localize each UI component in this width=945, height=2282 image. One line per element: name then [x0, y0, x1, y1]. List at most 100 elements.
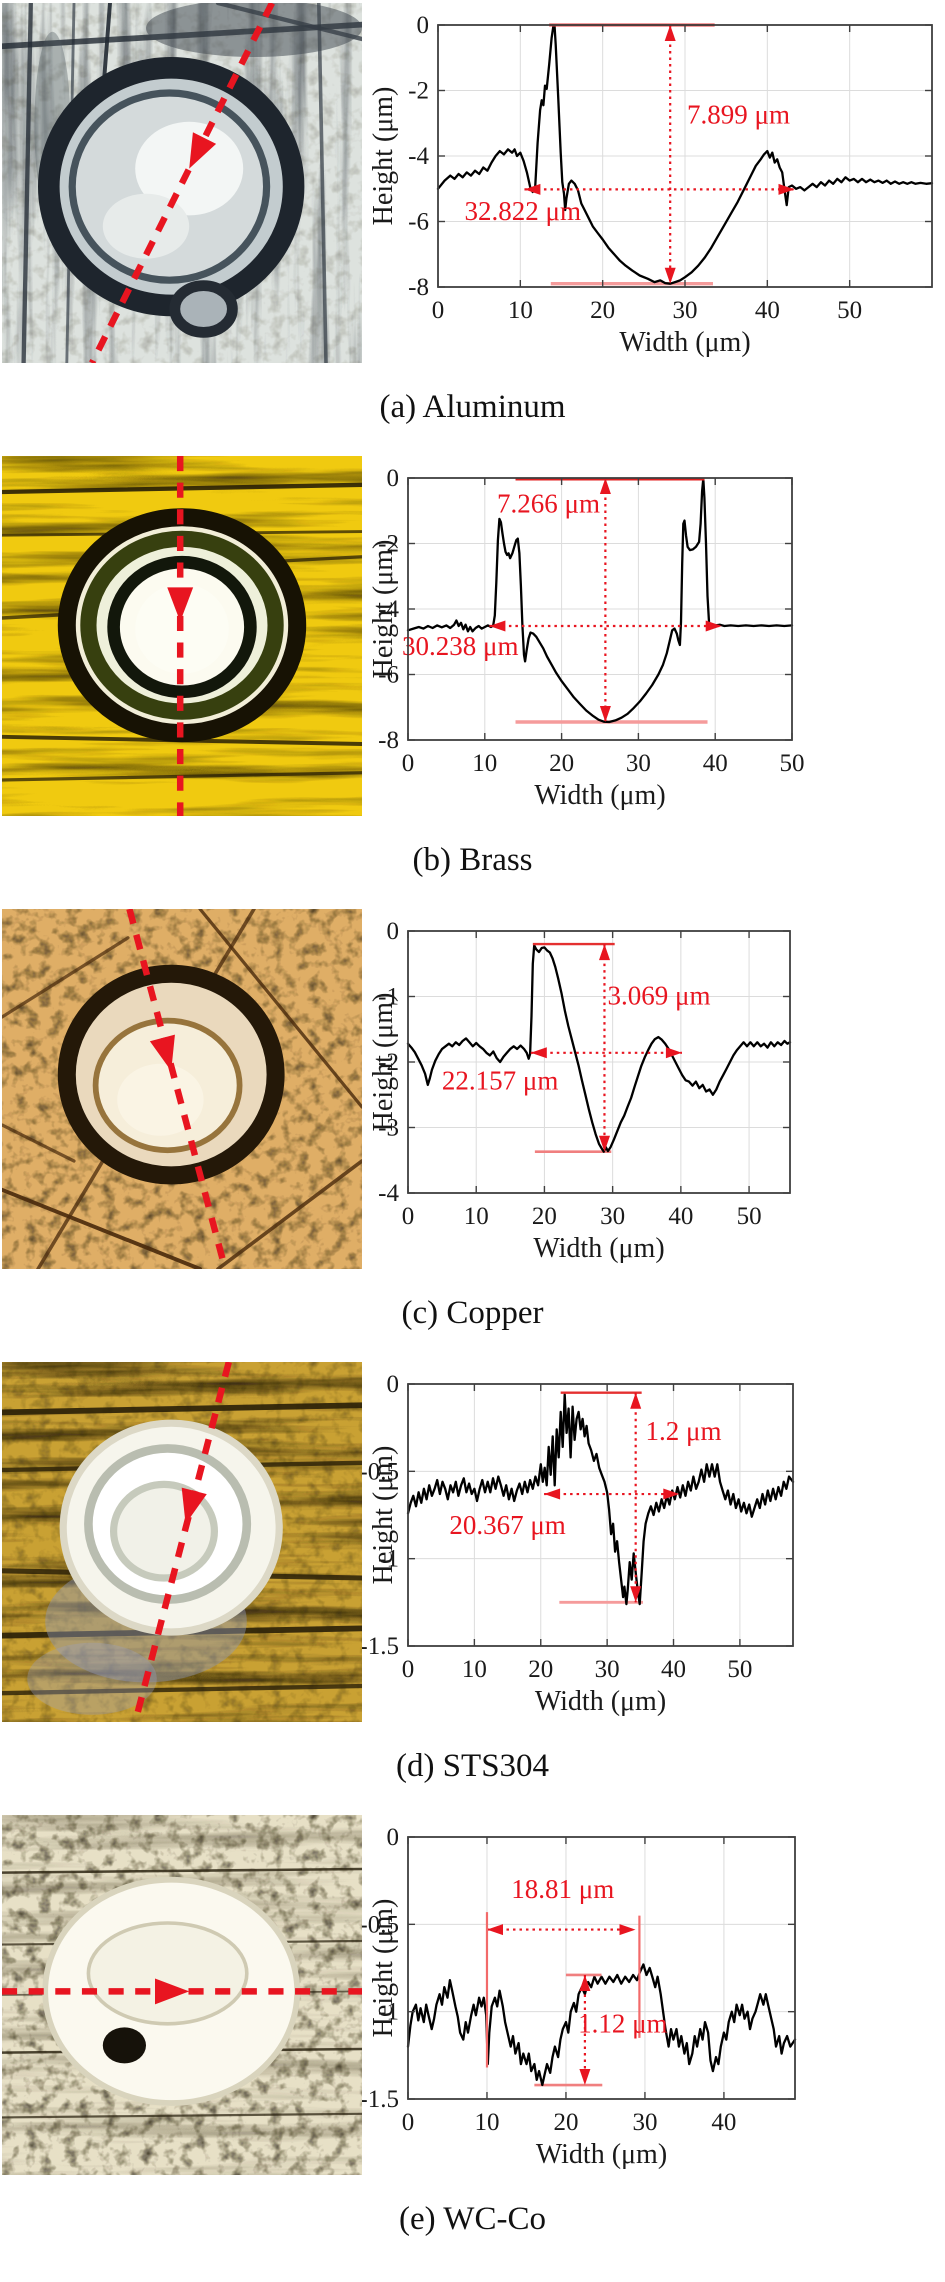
scan-arrow-icon [189, 132, 217, 169]
surface-scratch [2, 2112, 362, 2119]
y-tick-label: -0.5 [362, 1458, 399, 1485]
figure-page: 7.899 μm 32.822 μm 0 10 20 30 40 50 0 -2 -4 -6 -8 Wid… [0, 3, 945, 2236]
crater-feature [27, 1642, 157, 1715]
panel-wc-co: 1.12 μm 18.81 μm 0 10 20 30 40 0 -0.5 -1 -1.5 Width… [0, 1815, 945, 2177]
depth-measurement-label: 7.266 μm [497, 488, 600, 518]
scan-arrow-icon [167, 587, 194, 622]
y-axis-label: Height (μm) [368, 87, 399, 226]
x-tick-label: 20 [553, 2109, 578, 2136]
y-axis-label: Height (μm) [368, 1446, 399, 1585]
surface-scratch [21, 3, 33, 363]
x-tick-label: 20 [528, 1656, 553, 1683]
arrowhead-icon [619, 1924, 636, 1936]
plot-border [407, 1836, 796, 2100]
x-tick-label: 10 [472, 750, 497, 777]
height-profile-line [406, 944, 792, 1153]
y-tick-label: 0 [387, 918, 400, 945]
panel-sts304: 1.2 μm 20.367 μm 0 10 20 30 40 50 0 -0.5 -1 -1.5 Wid… [0, 1362, 945, 1724]
depth-measurement-label: 7.899 μm [687, 99, 790, 129]
arrowhead-icon [524, 183, 541, 195]
surface-scratch [2, 1402, 362, 1416]
height-profile-line [436, 23, 934, 285]
x-tick-label: 40 [668, 1203, 693, 1230]
y-tick-label: -0.5 [362, 1911, 399, 1938]
crater-feature [102, 2027, 146, 2064]
micrograph-photo-wc-co [2, 1815, 362, 2175]
scan-line [89, 3, 275, 363]
scan-arrow-icon [149, 1034, 175, 1071]
x-tick-label: 0 [402, 1656, 415, 1683]
arrowhead-icon [487, 1924, 503, 1936]
x-tick-label: 40 [703, 750, 728, 777]
arrowhead-icon [530, 1047, 547, 1059]
micrograph-photo-copper [2, 909, 362, 1269]
arrowhead-icon [579, 2069, 591, 2085]
x-axis-label: Width (μm) [535, 1686, 666, 1717]
x-axis-label: Width (μm) [536, 2139, 667, 2170]
surface-scratch [2, 1187, 202, 1269]
x-tick-label: 0 [402, 750, 415, 777]
micrograph-wc-co [2, 1815, 362, 2175]
width-measurement-label: 32.822 μm [465, 196, 581, 226]
y-tick-label: -6 [408, 209, 429, 236]
x-tick-label: 30 [600, 1203, 625, 1230]
surface-scratch [2, 936, 130, 1019]
micrograph-brass [2, 456, 362, 816]
arrowhead-icon [663, 1488, 680, 1500]
arrowhead-icon [544, 1488, 561, 1500]
arrowhead-icon [705, 620, 722, 632]
caption-copper: (c) Copper [401, 1295, 544, 1331]
arrowhead-icon [630, 1392, 642, 1409]
height-profile-line [406, 477, 794, 724]
y-tick-label: -8 [408, 274, 429, 301]
panel-aluminum: 7.899 μm 32.822 μm 0 10 20 30 40 50 0 -2 -4 -6 -8 Wid… [0, 3, 945, 365]
crater-feature [102, 193, 190, 259]
x-tick-label: 40 [711, 2109, 736, 2136]
y-tick-label: -6 [378, 662, 399, 689]
y-tick-label: 0 [387, 1371, 400, 1398]
crater-feature [86, 1921, 249, 2026]
y-tick-label: 0 [417, 12, 430, 39]
scan-line [132, 1362, 232, 1722]
y-tick-label: -1 [378, 984, 399, 1011]
crater-feature [169, 280, 238, 338]
x-tick-label: 20 [590, 297, 615, 324]
crater-feature [135, 121, 244, 216]
caption-sts304: (d) STS304 [395, 1748, 550, 1784]
panel-copper: 3.069 μm 22.157 μm 0 10 20 30 40 50 0 -1 -2 -3 -4 Wid… [0, 909, 945, 1271]
arrowhead-icon [664, 25, 676, 41]
y-tick-label: -3 [378, 1115, 399, 1142]
y-tick-label: -2 [408, 78, 429, 105]
scan-line [126, 909, 229, 1269]
arrowhead-icon [599, 944, 610, 961]
x-tick-label: 50 [727, 1656, 752, 1683]
arrowhead-icon [599, 478, 611, 494]
y-tick-label: -1 [378, 1546, 399, 1573]
width-measurement-label: 22.157 μm [442, 1066, 558, 1096]
y-tick-label: -2 [378, 531, 399, 558]
caption-aluminum: (a) Aluminum [379, 389, 566, 425]
y-tick-label: -8 [378, 727, 399, 754]
arrowhead-icon [579, 1975, 591, 1991]
x-tick-label: 40 [661, 1656, 686, 1683]
x-tick-label: 50 [780, 750, 805, 777]
depth-measurement-label: 1.12 μm [578, 2009, 667, 2039]
scan-arrow-icon [181, 1487, 207, 1524]
caption-brass: (b) Brass [412, 842, 533, 878]
surface-scratch [317, 3, 328, 363]
surface-scratch [2, 612, 69, 620]
x-tick-label: 10 [508, 297, 533, 324]
height-profile-line [406, 1963, 797, 2087]
y-tick-label: -1.5 [362, 1633, 399, 1660]
plot-border [407, 1383, 794, 1647]
y-tick-label: -4 [408, 143, 429, 170]
scan-arrow-icon [155, 1978, 190, 2005]
arrowhead-icon [630, 1586, 642, 1603]
x-tick-label: 30 [632, 2109, 657, 2136]
depth-measurement-label: 1.2 μm [645, 1416, 721, 1446]
depth-measurement-label: 3.069 μm [608, 980, 711, 1010]
x-tick-label: 0 [402, 2109, 415, 2136]
height-profile-chart-brass: 7.266 μm 30.238 μm 0 10 20 30 40 50 0 -2 -4 -6 -8 Wid… [368, 465, 805, 811]
height-profile-chart-aluminum: 7.899 μm 32.822 μm 0 10 20 30 40 50 0 -2 -4 -6 -8 Wid… [368, 12, 934, 358]
x-tick-label: 20 [549, 750, 574, 777]
